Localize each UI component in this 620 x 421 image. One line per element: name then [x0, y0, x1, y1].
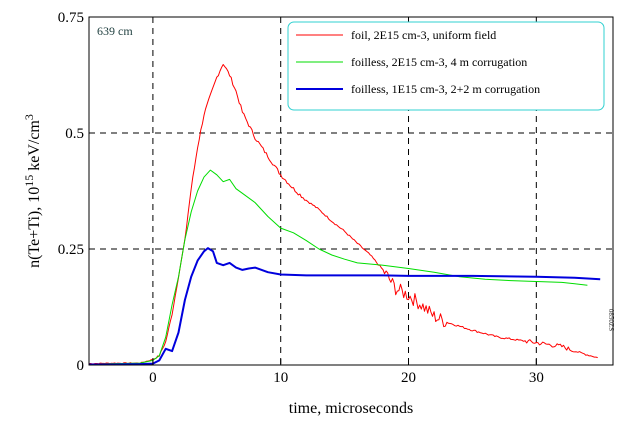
figure-id-note: 0850ZS	[607, 309, 615, 331]
axis-ticks: 0 10 20 30 0 0.25 0.5 0.75	[58, 10, 544, 386]
y-axis-title: n(Te+Ti), 1015 keV/cm3	[22, 114, 43, 268]
x-tick-label-0: 0	[149, 370, 157, 386]
x-tick-label-3: 30	[529, 370, 544, 386]
y-tick-label-1: 0.25	[58, 242, 84, 258]
legend-label-2: foilless, 1E15 cm-3, 2+2 m corrugation	[351, 82, 540, 96]
legend: foil, 2E15 cm-3, uniform field foilless, …	[287, 21, 605, 111]
y-axis-title-main: n(Te+Ti), 10	[26, 187, 43, 268]
plot-frame	[88, 16, 614, 366]
y-tick-label-2: 0.5	[65, 126, 84, 142]
y-axis-title-exponent: 15	[22, 175, 36, 187]
y-axis-title-unit: keV/cm	[26, 120, 43, 175]
position-annotation: 639 cm	[97, 24, 133, 38]
legend-label-0: foil, 2E15 cm-3, uniform field	[351, 28, 496, 42]
legend-box	[287, 21, 605, 111]
series-layer	[88, 64, 601, 366]
y-tick-label-3: 0.75	[58, 10, 84, 26]
x-tick-label-2: 20	[401, 370, 416, 386]
y-axis-title-unit-exponent: 3	[22, 114, 36, 120]
series-line-2	[89, 247, 601, 366]
x-axis-title: time, microseconds	[289, 400, 413, 417]
legend-label-1: foilless, 2E15 cm-3, 4 m corrugation	[351, 55, 527, 69]
x-tick-label-1: 10	[273, 370, 288, 386]
series-line-0	[88, 64, 598, 365]
y-tick-label-0: 0	[77, 358, 85, 374]
